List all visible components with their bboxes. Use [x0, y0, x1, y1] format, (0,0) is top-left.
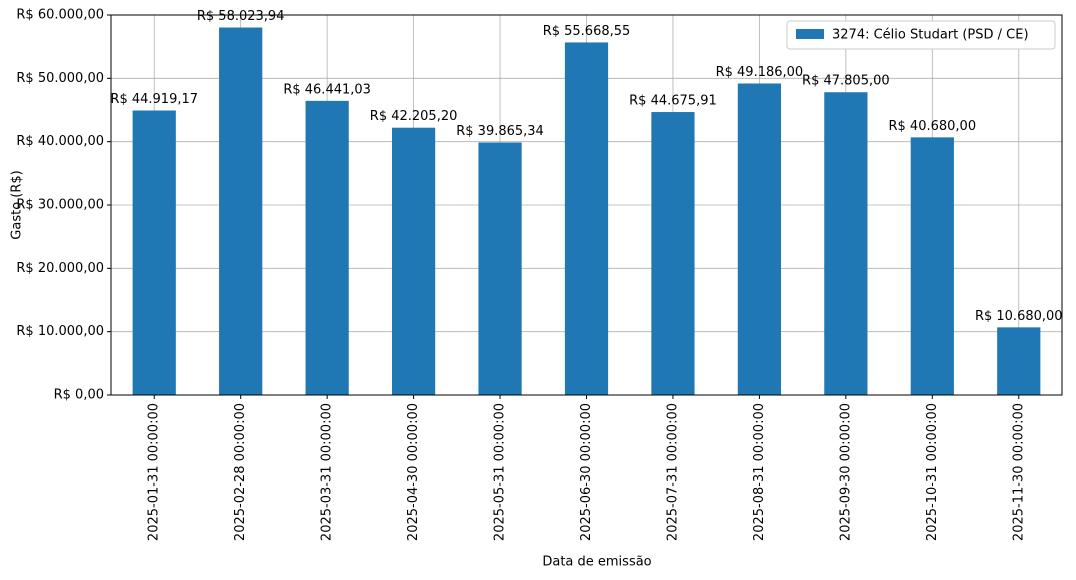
y-tick-label: R$ 20.000,00 — [16, 261, 104, 276]
value-label: R$ 40.680,00 — [889, 119, 977, 134]
bar — [478, 142, 522, 395]
x-tick-label: 2025-10-31 00:00:00 — [925, 403, 940, 541]
value-label: R$ 46.441,03 — [283, 82, 371, 97]
value-label: R$ 47.805,00 — [802, 74, 890, 89]
bar — [564, 42, 609, 395]
value-label: R$ 44.919,17 — [110, 92, 198, 107]
bar — [305, 100, 349, 395]
y-axis-label: Gasto (R$) — [10, 170, 25, 239]
legend-label: 3274: Célio Studart (PSD / CE) — [832, 28, 1029, 43]
y-tick-label: R$ 0,00 — [54, 388, 104, 403]
x-tick-label: 2025-01-31 00:00:00 — [147, 403, 162, 541]
bar — [737, 83, 782, 395]
x-tick-label: 2025-06-30 00:00:00 — [579, 403, 594, 541]
legend-swatch — [796, 29, 824, 39]
x-tick-label: 2025-03-31 00:00:00 — [320, 403, 335, 541]
x-tick-label: 2025-04-30 00:00:00 — [406, 403, 421, 541]
x-tick-label: 2025-08-31 00:00:00 — [752, 403, 767, 541]
value-label: R$ 55.668,55 — [543, 24, 631, 39]
bar — [651, 112, 695, 396]
legend-box — [786, 20, 1056, 50]
y-tick-label: R$ 30.000,00 — [16, 198, 104, 213]
value-label: R$ 42.205,20 — [370, 109, 458, 124]
x-tick-label: 2025-11-30 00:00:00 — [1011, 403, 1026, 541]
value-label: R$ 39.865,34 — [456, 124, 544, 139]
value-label: R$ 58.023,94 — [197, 9, 285, 24]
bar — [910, 137, 954, 396]
y-tick-label: R$ 40.000,00 — [16, 134, 104, 149]
value-label: R$ 49.186,00 — [716, 65, 804, 80]
x-tick-label: 2025-05-31 00:00:00 — [493, 403, 508, 541]
bar — [997, 327, 1041, 395]
bar — [824, 92, 868, 396]
x-tick-label: 2025-07-31 00:00:00 — [665, 403, 680, 541]
y-tick-label: R$ 10.000,00 — [16, 324, 104, 339]
x-tick-label: 2025-09-30 00:00:00 — [838, 403, 853, 541]
plot-frame — [110, 14, 1063, 396]
bar — [132, 110, 176, 395]
bar — [391, 127, 436, 395]
value-label: R$ 10.680,00 — [975, 309, 1063, 324]
value-label: R$ 44.675,91 — [629, 94, 717, 109]
x-axis-label: Data de emissão — [542, 555, 651, 570]
y-tick-label: R$ 50.000,00 — [16, 71, 104, 86]
x-tick-label: 2025-02-28 00:00:00 — [233, 403, 248, 541]
bar — [219, 27, 263, 396]
y-tick-label: R$ 60.000,00 — [16, 8, 104, 23]
